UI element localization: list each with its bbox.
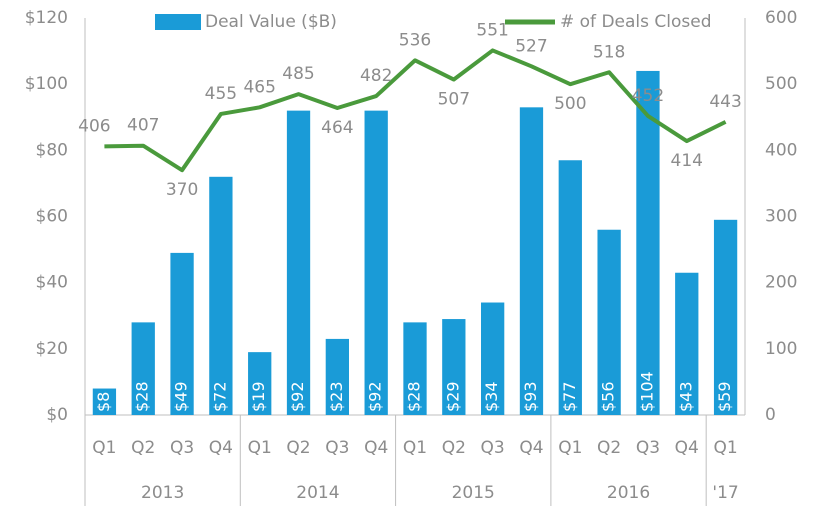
y-tick-label: $20 xyxy=(36,339,68,359)
y-tick-label: $80 xyxy=(36,140,68,160)
bar-value-label: $56 xyxy=(599,381,618,412)
bar xyxy=(558,160,582,415)
y2-tick-label: 200 xyxy=(765,273,797,293)
y2-tick-label: 400 xyxy=(765,140,797,160)
bar-value-label: $72 xyxy=(210,381,229,412)
line-value-label: 500 xyxy=(554,94,586,114)
bar-value-label: $59 xyxy=(715,381,734,412)
line xyxy=(104,48,727,173)
bar xyxy=(170,252,194,415)
x-group-label: '17 xyxy=(712,483,738,503)
legend-swatch xyxy=(155,14,201,30)
line-value-label: 443 xyxy=(709,92,741,112)
bar-value-label: $93 xyxy=(521,381,540,412)
bar-value-label: $104 xyxy=(637,371,656,412)
line-value-label: 518 xyxy=(593,42,625,62)
y-tick-label: $0 xyxy=(46,405,68,425)
line-value-label: 536 xyxy=(399,30,431,50)
x-tick-label: Q4 xyxy=(364,438,388,458)
bar-value-label: $34 xyxy=(482,381,501,412)
x-tick-label: Q4 xyxy=(209,438,233,458)
x-group-label: 2016 xyxy=(607,483,650,503)
line-value-label: 406 xyxy=(78,116,110,136)
x-tick-label: Q2 xyxy=(442,438,466,458)
bar-value-label: $29 xyxy=(443,381,462,412)
y2-tick-label: 500 xyxy=(765,74,797,94)
legend-label: Deal Value ($B) xyxy=(205,12,337,32)
line-value-label: 407 xyxy=(127,116,159,136)
x-tick-label: Q1 xyxy=(248,438,272,458)
y2-tick-label: 0 xyxy=(765,405,776,425)
x-group-label: 2015 xyxy=(452,483,495,503)
line-value-label: 465 xyxy=(243,77,275,97)
legend-label: # of Deals Closed xyxy=(560,12,712,32)
bar-value-label: $19 xyxy=(249,381,268,412)
bar-value-label: $92 xyxy=(366,381,385,412)
bar xyxy=(403,322,427,415)
bar-value-label: $43 xyxy=(676,381,695,412)
x-tick-label: Q1 xyxy=(558,438,582,458)
line-value-label: 527 xyxy=(515,36,547,56)
bar-value-label: $8 xyxy=(94,392,113,412)
bar xyxy=(636,70,660,415)
x-group-label: 2014 xyxy=(296,483,339,503)
y2-tick-label: 300 xyxy=(765,207,797,227)
bar-value-label: $92 xyxy=(288,381,307,412)
bar xyxy=(442,319,466,415)
bar xyxy=(325,338,349,415)
bar xyxy=(92,388,117,415)
bar xyxy=(364,110,388,415)
bar xyxy=(286,110,311,415)
bar xyxy=(597,229,621,415)
x-tick-label: Q2 xyxy=(597,438,621,458)
x-tick-label: Q1 xyxy=(713,438,737,458)
x-tick-label: Q1 xyxy=(92,438,116,458)
x-tick-label: Q4 xyxy=(675,438,699,458)
bar xyxy=(713,219,738,415)
bar-value-label: $49 xyxy=(172,381,191,412)
x-tick-label: Q2 xyxy=(131,438,155,458)
y-tick-label: $40 xyxy=(36,273,68,293)
bar xyxy=(675,272,699,415)
x-tick-label: Q2 xyxy=(286,438,310,458)
y2-tick-label: 600 xyxy=(765,8,797,28)
line-value-label: 370 xyxy=(166,180,198,200)
line-value-label: 551 xyxy=(476,20,508,40)
line-value-label: 482 xyxy=(360,66,392,86)
line-value-label: 485 xyxy=(282,64,314,84)
x-tick-label: Q3 xyxy=(636,438,660,458)
line-value-label: 452 xyxy=(632,86,664,106)
line-value-label: 464 xyxy=(321,118,353,138)
y2-tick-label: 100 xyxy=(765,339,797,359)
bar-value-label: $28 xyxy=(405,381,424,412)
line-value-label: 455 xyxy=(205,84,237,104)
x-tick-label: Q4 xyxy=(519,438,543,458)
bar-value-label: $23 xyxy=(327,381,346,412)
x-tick-label: Q3 xyxy=(170,438,194,458)
bar xyxy=(481,302,505,415)
bar xyxy=(209,176,233,415)
line-value-label: 507 xyxy=(438,90,470,110)
bar-value-label: $28 xyxy=(133,381,152,412)
x-tick-label: Q3 xyxy=(325,438,349,458)
bar xyxy=(248,352,272,415)
bar-value-label: $77 xyxy=(560,381,579,412)
y-tick-label: $60 xyxy=(36,207,68,227)
bar xyxy=(519,107,544,415)
y-tick-label: $100 xyxy=(25,74,68,94)
bar xyxy=(131,322,155,415)
x-tick-label: Q3 xyxy=(481,438,505,458)
line-value-label: 414 xyxy=(671,151,703,171)
x-group-label: 2013 xyxy=(141,483,184,503)
y-tick-label: $120 xyxy=(25,8,68,28)
x-tick-label: Q1 xyxy=(403,438,427,458)
